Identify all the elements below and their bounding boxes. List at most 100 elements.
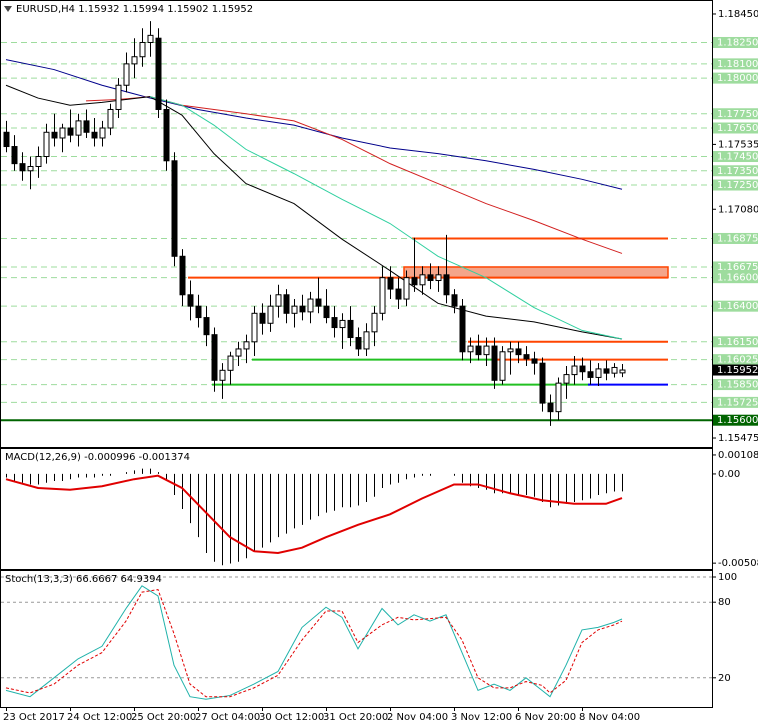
level-label: 1.16675 — [717, 262, 758, 273]
candle-body — [252, 313, 257, 342]
candle-body — [268, 306, 273, 323]
level-label: 1.18100 — [717, 59, 758, 70]
level-label: 1.15600 — [717, 415, 758, 426]
candle-body — [308, 299, 313, 312]
panel-title: EURUSD,H4 1.15932 1.15994 1.15902 1.1595… — [16, 4, 253, 15]
candle-body — [316, 299, 321, 306]
y-tick-label: 0.00 — [718, 469, 740, 480]
y-tick-label: 1.17080 — [718, 204, 758, 215]
candle-body — [564, 375, 569, 384]
candle-body — [420, 275, 425, 285]
candle-body — [492, 346, 497, 380]
candle-body — [524, 355, 529, 359]
candle-body — [172, 161, 177, 256]
candle-body — [284, 295, 289, 314]
y-tick-label: 20 — [718, 673, 731, 684]
candle-body — [244, 342, 249, 349]
candle-body — [276, 295, 281, 306]
candle-body — [12, 147, 17, 164]
candle-body — [204, 318, 209, 335]
candle-body — [164, 109, 169, 160]
level-label: 1.18250 — [717, 37, 758, 48]
level-label: 1.17650 — [717, 123, 758, 134]
candle-body — [4, 132, 9, 146]
candle-body — [476, 346, 481, 355]
candle-body — [604, 369, 609, 373]
level-label: 1.16875 — [717, 233, 758, 244]
candle-body — [36, 157, 41, 167]
x-tick-label: 25 Oct 20:00 — [131, 712, 196, 723]
candle-body — [364, 332, 369, 349]
candle-body — [372, 313, 377, 332]
candle-body — [596, 369, 601, 378]
level-label: 1.18000 — [717, 73, 758, 84]
candle-body — [324, 306, 329, 317]
candle-body — [516, 349, 521, 355]
level-label: 1.16400 — [717, 301, 758, 312]
x-tick-label: 27 Oct 04:00 — [195, 712, 260, 723]
candle-body — [148, 35, 153, 42]
candle-body — [412, 278, 417, 285]
candle-body — [20, 164, 25, 171]
level-label: 1.16150 — [717, 337, 758, 348]
x-tick-label: 6 Nov 20:00 — [515, 712, 576, 723]
candle-body — [612, 367, 617, 373]
candle-body — [588, 372, 593, 378]
candle-body — [548, 403, 553, 412]
candle-body — [212, 335, 217, 381]
candle-body — [188, 295, 193, 306]
candle-body — [340, 320, 345, 327]
x-tick-label: 30 Oct 12:00 — [259, 712, 324, 723]
candle-body — [444, 275, 449, 295]
candle-body — [332, 318, 337, 328]
candle-body — [236, 349, 241, 356]
candle-body — [116, 85, 121, 109]
candle-body — [92, 132, 97, 138]
candle-body — [460, 306, 465, 352]
level-label: 1.17250 — [717, 180, 758, 191]
candle-body — [388, 278, 393, 289]
level-label: 1.15725 — [717, 397, 758, 408]
candle-body — [180, 256, 185, 294]
y-tick-label: 100 — [718, 572, 737, 583]
level-label: 1.16600 — [717, 273, 758, 284]
last-price-label: 1.15952 — [717, 365, 758, 376]
level-label: 1.17450 — [717, 152, 758, 163]
candle-body — [228, 356, 233, 370]
candle-body — [540, 363, 545, 403]
panel-title: Stoch(13,3,3) 66.6667 64.9394 — [5, 574, 162, 585]
candle-body — [220, 370, 225, 380]
y-tick-label: 0.001081 — [718, 450, 758, 461]
candle-body — [572, 366, 577, 375]
candle-body — [28, 166, 33, 170]
candle-body — [260, 313, 265, 323]
x-tick-label: 23 Oct 2017 — [3, 712, 65, 723]
candle-body — [500, 352, 505, 381]
candle-body — [404, 278, 409, 299]
candle-body — [44, 132, 49, 156]
candle-body — [76, 121, 81, 135]
candle-body — [132, 57, 137, 64]
y-tick-label: 80 — [718, 597, 731, 608]
x-tick-label: 24 Oct 12:00 — [67, 712, 132, 723]
candle-body — [156, 38, 161, 109]
candle-body — [108, 109, 113, 128]
candle-body — [508, 349, 513, 352]
candle-body — [396, 289, 401, 299]
x-tick-label: 8 Nov 04:00 — [579, 712, 640, 723]
x-tick-label: 31 Oct 20:00 — [323, 712, 388, 723]
candle-body — [580, 366, 585, 372]
candle-body — [124, 64, 129, 85]
candle-body — [140, 42, 145, 56]
x-tick-label: 3 Nov 12:00 — [451, 712, 512, 723]
y-tick-label: 1.17535 — [718, 139, 758, 150]
y-tick-label: -0.005081 — [718, 558, 758, 569]
candle-body — [196, 306, 201, 317]
candle-body — [60, 128, 65, 138]
candle-body — [468, 346, 473, 352]
candle-body — [348, 320, 353, 337]
candle-body — [484, 346, 489, 355]
level-label: 1.17750 — [717, 109, 758, 120]
